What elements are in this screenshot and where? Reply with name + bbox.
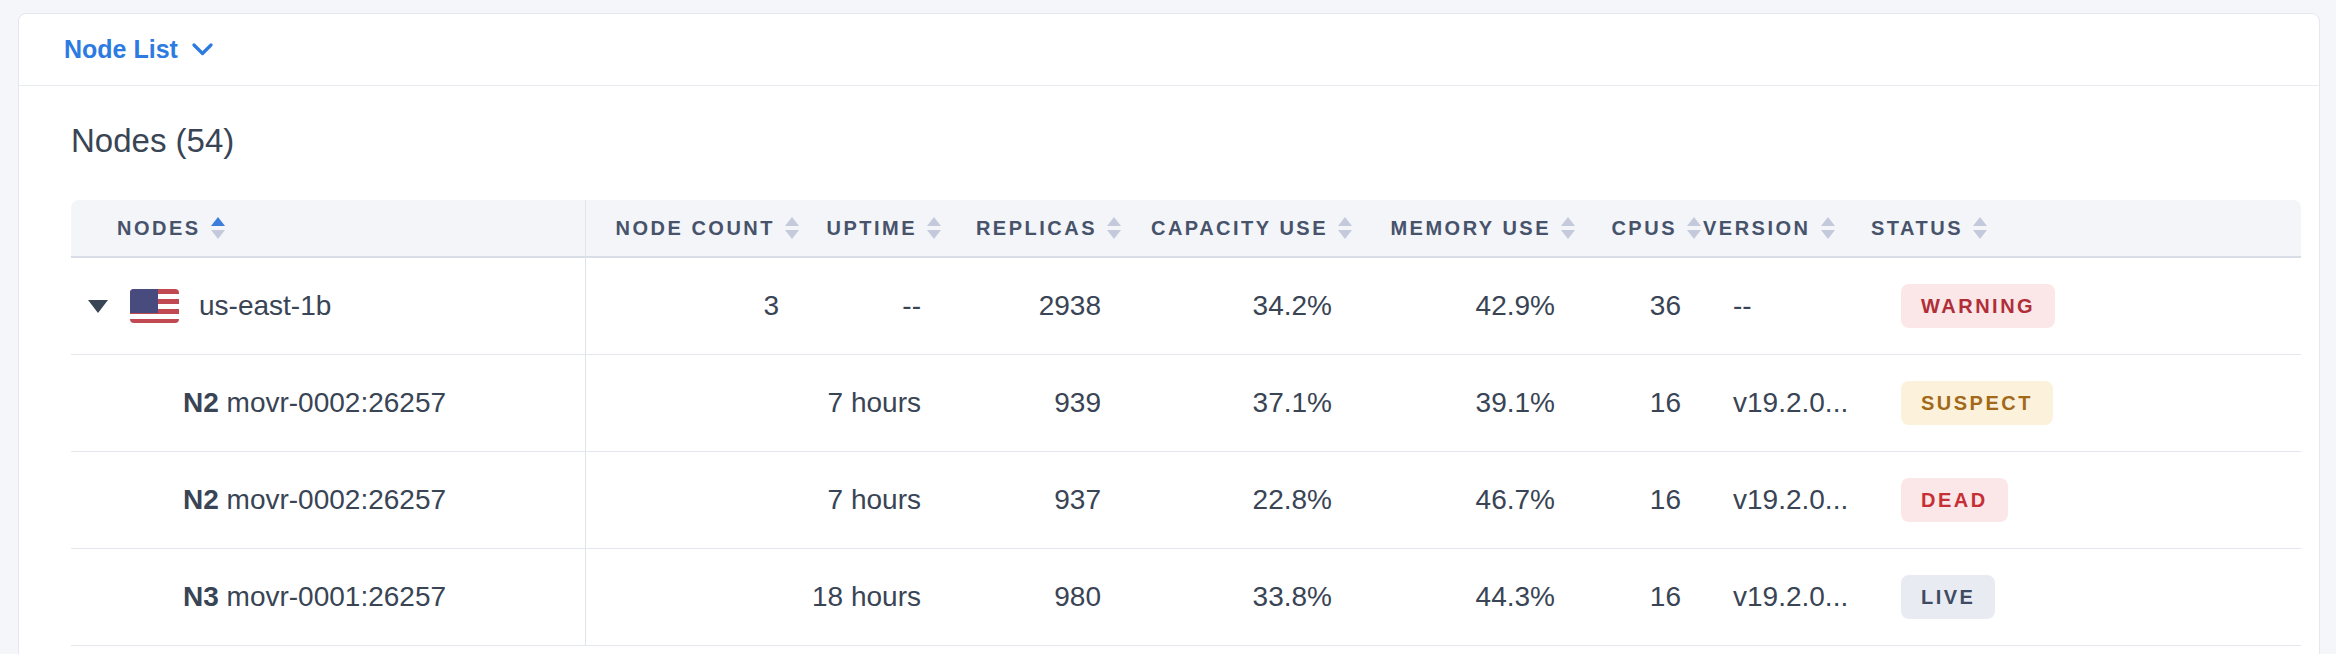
node-id: N2 <box>183 484 219 515</box>
capacity-use-cell: 33.8% <box>1123 549 1354 646</box>
capacity-use-cell: 22.8% <box>1123 452 1354 549</box>
uptime-cell: 18 hours <box>801 549 943 646</box>
status-cell: SUSPECT <box>1871 355 2301 452</box>
column-header-cpus[interactable]: CPUS <box>1577 200 1703 258</box>
cpus-cell: 16 <box>1577 452 1703 549</box>
uptime-cell: 7 hours <box>801 355 943 452</box>
node-list-card: Node List Nodes (54) NODES NODE COUNT UPTI… <box>18 13 2320 654</box>
memory-use-cell: 44.3% <box>1354 549 1577 646</box>
nodes-cell: N3 movr-0001:26257 <box>71 549 586 646</box>
column-header-capacity_use[interactable]: CAPACITY USE <box>1123 200 1354 258</box>
node-list-dropdown[interactable]: Node List <box>64 35 213 64</box>
column-header-version[interactable]: VERSION <box>1703 200 1871 258</box>
column-header-node_count[interactable]: NODE COUNT <box>586 200 801 258</box>
memory-use-cell: 46.7% <box>1354 452 1577 549</box>
nodes-cell: us-east-1b <box>71 258 586 355</box>
node-list-dropdown-label: Node List <box>64 35 178 64</box>
view-selector-bar: Node List <box>19 14 2319 86</box>
memory-use-cell: 39.1% <box>1354 355 1577 452</box>
replicas-cell: 939 <box>943 355 1123 452</box>
replicas-cell: 2938 <box>943 258 1123 355</box>
status-cell: DEAD <box>1871 452 2301 549</box>
sort-icon <box>1687 217 1701 239</box>
capacity-use-cell: 34.2% <box>1123 258 1354 355</box>
node-row[interactable]: N3 movr-0001:26257 18 hours98033.8%44.3%1… <box>71 549 2301 646</box>
node-name[interactable]: N2 movr-0002:26257 <box>183 484 446 516</box>
uptime-cell: 7 hours <box>801 452 943 549</box>
sort-icon <box>785 217 799 239</box>
version-cell: v19.2.0... <box>1703 549 1871 646</box>
capacity-use-cell: 37.1% <box>1123 355 1354 452</box>
column-label: REPLICAS <box>976 217 1097 240</box>
node-row[interactable]: N2 movr-0002:26257 7 hours93722.8%46.7%16… <box>71 452 2301 549</box>
column-label: NODES <box>117 217 201 240</box>
column-label: VERSION <box>1703 217 1811 240</box>
node-count-cell <box>586 452 801 549</box>
node-name[interactable]: N2 movr-0002:26257 <box>183 387 446 419</box>
region-name: us-east-1b <box>199 290 331 322</box>
page-title: Nodes (54) <box>71 122 2299 160</box>
uptime-cell: -- <box>801 258 943 355</box>
region-row[interactable]: us-east-1b3--293834.2%42.9%36--WARNING <box>71 258 2301 355</box>
nodes-cell: N2 movr-0002:26257 <box>71 355 586 452</box>
memory-use-cell: 42.9% <box>1354 258 1577 355</box>
sort-icon <box>211 217 225 239</box>
column-label: CAPACITY USE <box>1151 217 1328 240</box>
column-header-name[interactable]: NODES <box>71 200 586 258</box>
nodes-cell: N2 movr-0002:26257 <box>71 452 586 549</box>
node-id: N2 <box>183 387 219 418</box>
node-count-cell <box>586 549 801 646</box>
node-list-content: Nodes (54) NODES NODE COUNT UPTIME REPLICAS… <box>19 86 2319 646</box>
status-badge: DEAD <box>1901 478 2008 522</box>
status-badge: WARNING <box>1901 284 2055 328</box>
column-label: NODE COUNT <box>616 217 775 240</box>
version-cell: v19.2.0... <box>1703 355 1871 452</box>
replicas-cell: 980 <box>943 549 1123 646</box>
status-cell: LIVE <box>1871 549 2301 646</box>
column-header-uptime[interactable]: UPTIME <box>801 200 943 258</box>
cpus-cell: 16 <box>1577 355 1703 452</box>
version-cell: -- <box>1703 258 1871 355</box>
node-row[interactable]: N2 movr-0002:26257 7 hours93937.1%39.1%16… <box>71 355 2301 452</box>
column-label: UPTIME <box>826 217 917 240</box>
node-count-cell <box>586 355 801 452</box>
sort-icon <box>1821 217 1835 239</box>
column-header-replicas[interactable]: REPLICAS <box>943 200 1123 258</box>
status-badge: SUSPECT <box>1901 381 2053 425</box>
sort-icon <box>1107 217 1121 239</box>
nodes-table: NODES NODE COUNT UPTIME REPLICAS CAPACITY US… <box>71 200 2301 646</box>
cpus-cell: 36 <box>1577 258 1703 355</box>
us-flag-icon <box>130 289 179 323</box>
status-cell: WARNING <box>1871 258 2301 355</box>
node-count-cell: 3 <box>586 258 801 355</box>
version-cell: v19.2.0... <box>1703 452 1871 549</box>
column-label: CPUS <box>1611 217 1677 240</box>
node-id: N3 <box>183 581 219 612</box>
column-header-status[interactable]: STATUS <box>1871 200 2301 258</box>
sort-icon <box>1973 217 1987 239</box>
column-header-memory_use[interactable]: MEMORY USE <box>1354 200 1577 258</box>
sort-icon <box>1561 217 1575 239</box>
node-name[interactable]: N3 movr-0001:26257 <box>183 581 446 613</box>
status-badge: LIVE <box>1901 575 1995 619</box>
chevron-down-icon <box>192 43 213 56</box>
sort-icon <box>927 217 941 239</box>
expand-collapse-icon[interactable] <box>88 300 108 313</box>
cpus-cell: 16 <box>1577 549 1703 646</box>
sort-icon <box>1338 217 1352 239</box>
replicas-cell: 937 <box>943 452 1123 549</box>
column-label: STATUS <box>1871 217 1963 240</box>
column-label: MEMORY USE <box>1390 217 1551 240</box>
table-header-row: NODES NODE COUNT UPTIME REPLICAS CAPACITY US… <box>71 200 2301 258</box>
